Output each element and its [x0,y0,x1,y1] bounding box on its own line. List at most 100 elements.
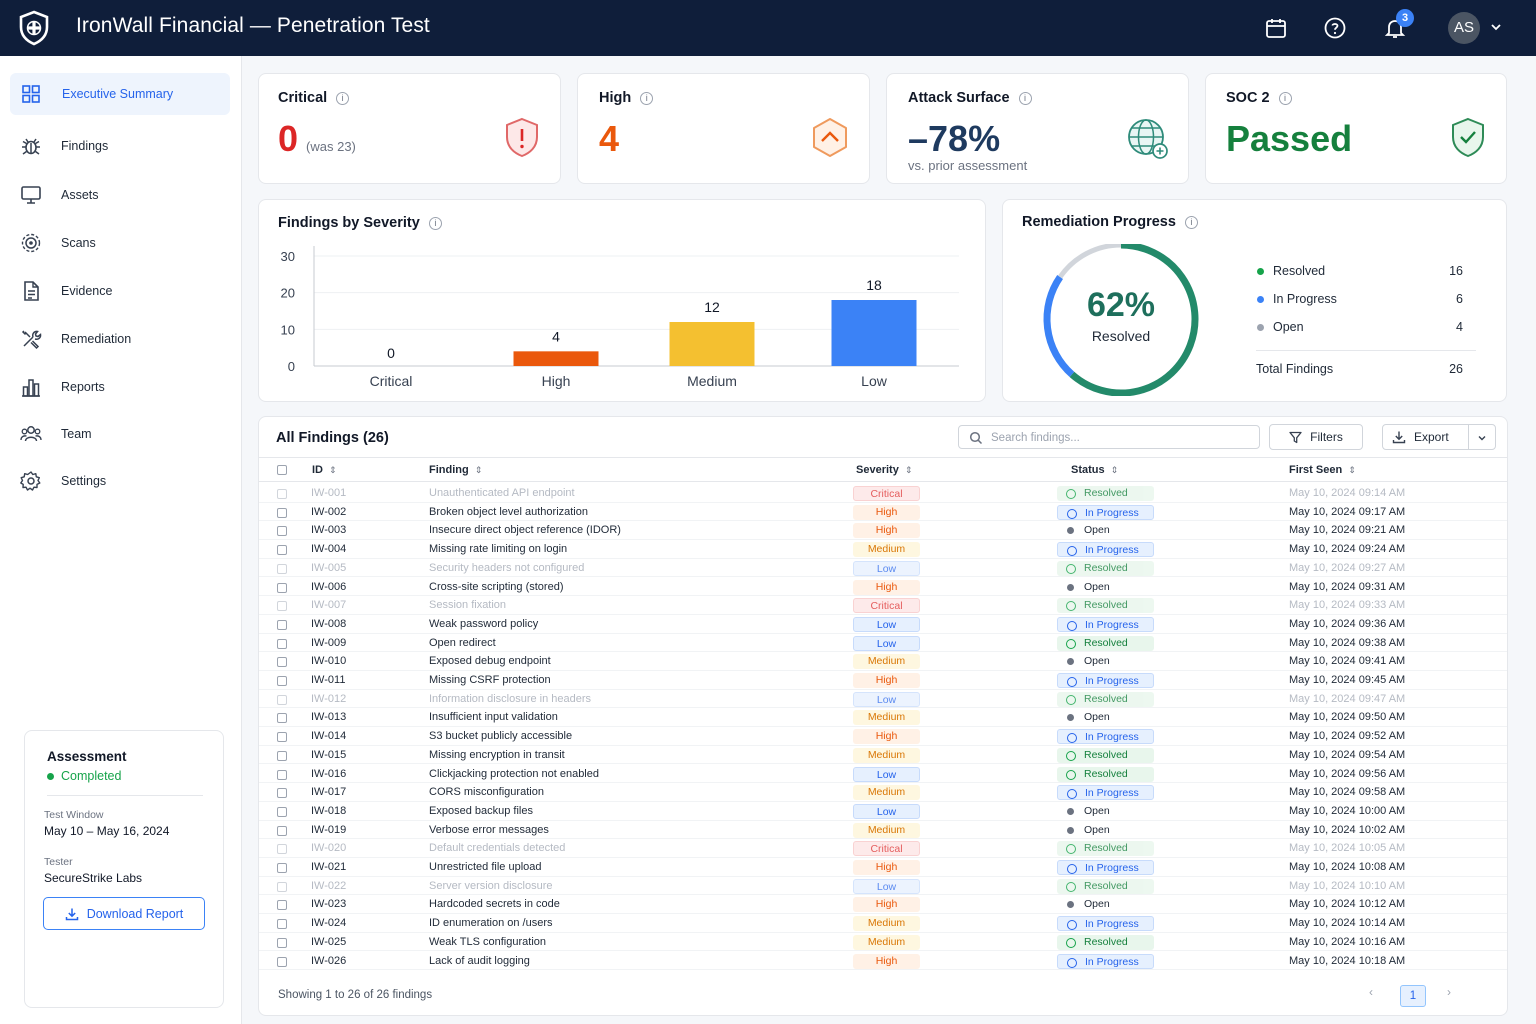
select-all-checkbox[interactable] [277,465,287,475]
avatar[interactable]: AS [1448,12,1480,44]
finding-title[interactable]: Weak password policy [429,617,539,630]
table-row[interactable]: IW-006 Cross-site scripting (stored) High O… [259,578,1507,597]
column-header-id[interactable]: ID ⇕ [312,464,337,476]
row-checkbox[interactable] [277,507,287,518]
table-row[interactable]: IW-002 Broken object level authorization H… [259,503,1507,522]
row-checkbox[interactable] [277,750,287,761]
table-row[interactable]: IW-021 Unrestricted file upload High In Pro… [259,858,1507,877]
row-checkbox[interactable] [277,713,287,724]
row-checkbox[interactable] [277,788,287,799]
row-checkbox[interactable] [277,806,287,817]
chevron-down-icon[interactable] [1489,20,1503,34]
table-row[interactable]: IW-015 Missing encryption in transit Mediu… [259,746,1507,765]
sidebar-item-settings[interactable]: Settings [10,460,230,502]
table-row[interactable]: IW-013 Insufficient input validation Mediu… [259,708,1507,728]
info-icon[interactable]: i [428,217,442,230]
row-checkbox[interactable] [277,638,287,649]
finding-title[interactable]: Open redirect [429,636,496,649]
row-checkbox[interactable] [277,526,287,537]
page-button-current[interactable]: 1 [1400,985,1426,1007]
table-row[interactable]: IW-020 Default credentials detected Critic… [259,839,1507,858]
sidebar-item-evidence[interactable]: Evidence [10,270,230,312]
sidebar-item-findings[interactable]: Findings [10,125,230,167]
table-row[interactable]: IW-008 Weak password policy Low In Progress… [259,615,1507,634]
finding-title[interactable]: S3 bucket publicly accessible [429,730,573,743]
finding-title[interactable]: Security headers not configured [429,561,585,574]
finding-title[interactable]: Verbose error messages [429,823,549,836]
search-input[interactable] [991,429,1251,446]
column-header-finding[interactable]: Finding ⇕ [429,464,483,476]
info-icon[interactable]: i [1018,92,1032,105]
column-header-status[interactable]: Status ⇕ [1071,464,1119,476]
row-checkbox[interactable] [277,582,287,593]
export-button[interactable]: Export [1382,424,1496,450]
table-row[interactable]: IW-004 Missing rate limiting on login Medi… [259,540,1507,559]
finding-title[interactable]: Default credentials detected [429,842,566,855]
row-checkbox[interactable] [277,844,287,855]
column-header-severity[interactable]: Severity ⇕ [856,464,913,476]
table-row[interactable]: IW-024 ID enumeration on /users Medium In P… [259,914,1507,933]
table-row[interactable]: IW-022 Server version disclosure Low Resolv… [259,877,1507,896]
finding-title[interactable]: Insufficient input validation [429,711,558,724]
bar-high[interactable] [513,351,599,366]
previous-page-icon[interactable]: ‹ [1369,985,1373,999]
help-icon[interactable] [1323,16,1347,40]
row-checkbox[interactable] [277,657,287,668]
filters-button[interactable]: Filters [1269,424,1363,450]
finding-title[interactable]: ID enumeration on /users [429,917,553,930]
info-icon[interactable]: i [1278,92,1292,105]
finding-title[interactable]: Unrestricted file upload [429,861,542,873]
donut-segment-open[interactable] [1058,244,1122,279]
bell-icon[interactable] [1383,16,1407,40]
row-checkbox[interactable] [277,601,287,612]
row-checkbox[interactable] [277,545,287,556]
table-row[interactable]: IW-026 Lack of audit logging High In Progre… [259,952,1507,971]
info-icon[interactable]: i [1184,216,1198,229]
donut-segment-in-progress[interactable] [1043,274,1075,378]
table-row[interactable]: IW-023 Hardcoded secrets in code High Open M… [259,895,1507,915]
download-report-button[interactable]: Download Report [43,897,205,930]
table-row[interactable]: IW-012 Information disclosure in headers L… [259,690,1507,709]
finding-title[interactable]: Exposed backup files [429,804,533,817]
finding-title[interactable]: Hardcoded secrets in code [429,898,560,911]
finding-title[interactable]: Weak TLS configuration [429,935,546,948]
finding-title[interactable]: Unauthenticated API endpoint [429,487,575,499]
donut-segment-resolved[interactable] [1069,244,1199,396]
table-row[interactable]: IW-005 Security headers not configured Low… [259,559,1507,578]
finding-title[interactable]: Lack of audit logging [429,954,530,967]
row-checkbox[interactable] [277,732,287,743]
row-checkbox[interactable] [277,919,287,930]
row-checkbox[interactable] [277,863,287,873]
sidebar-item-assets[interactable]: Assets [10,174,230,216]
chevron-down-icon[interactable] [1476,432,1488,444]
table-row[interactable]: IW-009 Open redirect Low Resolved May 10, 20… [259,634,1507,653]
row-checkbox[interactable] [277,825,287,836]
finding-title[interactable]: Broken object level authorization [429,505,588,518]
info-icon[interactable]: i [336,92,350,105]
table-row[interactable]: IW-011 Missing CSRF protection High In Prog… [259,671,1507,690]
table-row[interactable]: IW-014 S3 bucket publicly accessible High I… [259,727,1507,746]
finding-title[interactable]: Insecure direct object reference (IDOR) [429,524,621,537]
row-checkbox[interactable] [277,676,287,686]
sidebar-item-team[interactable]: Team [10,413,230,455]
finding-title[interactable]: Exposed debug endpoint [429,655,551,668]
calendar-icon[interactable] [1264,16,1288,40]
row-checkbox[interactable] [277,563,287,574]
finding-title[interactable]: Missing encryption in transit [429,748,565,761]
finding-title[interactable]: Information disclosure in headers [429,692,592,705]
table-row[interactable]: IW-018 Exposed backup files Low Open May 10,… [259,802,1507,821]
column-header-first-seen[interactable]: First Seen ⇕ [1289,464,1356,476]
finding-title[interactable]: Session fixation [429,599,507,612]
info-icon[interactable]: i [640,92,654,105]
next-page-icon[interactable]: › [1447,985,1451,999]
table-row[interactable]: IW-010 Exposed debug endpoint Medium Open Ma… [259,652,1507,671]
row-checkbox[interactable] [277,619,287,630]
bar-low[interactable] [831,300,917,366]
table-row[interactable]: IW-016 Clickjacking protection not enable… [259,765,1507,784]
finding-title[interactable]: Clickjacking protection not enabled [429,767,599,780]
row-checkbox[interactable] [277,489,287,499]
row-checkbox[interactable] [277,694,287,705]
finding-title[interactable]: CORS misconfiguration [429,786,544,799]
row-checkbox[interactable] [277,937,287,948]
bar-medium[interactable] [669,322,755,366]
